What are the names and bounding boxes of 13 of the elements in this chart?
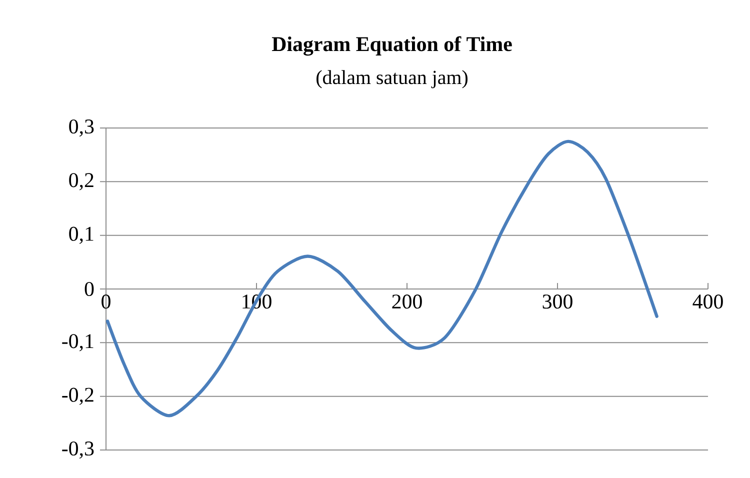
x-tick-label: 300 [542, 294, 572, 309]
x-tick-label: 0 [102, 294, 110, 309]
y-tick-label: -0,3 [62, 441, 94, 459]
y-tick-label: 0,3 [69, 119, 94, 137]
y-tick-label: 0,2 [69, 173, 94, 190]
y-tick-label: -0,2 [62, 388, 94, 405]
y-tick-label: 0 [84, 282, 94, 296]
chart-title: Diagram Equation of Time [272, 36, 512, 56]
x-tick-label: 200 [392, 294, 422, 309]
chart-subtitle: (dalam satuan jam) [316, 70, 468, 88]
y-tick-label: 0,1 [69, 226, 94, 244]
x-tick-label: 400 [692, 294, 723, 309]
y-tick-label: -0,1 [62, 334, 94, 352]
